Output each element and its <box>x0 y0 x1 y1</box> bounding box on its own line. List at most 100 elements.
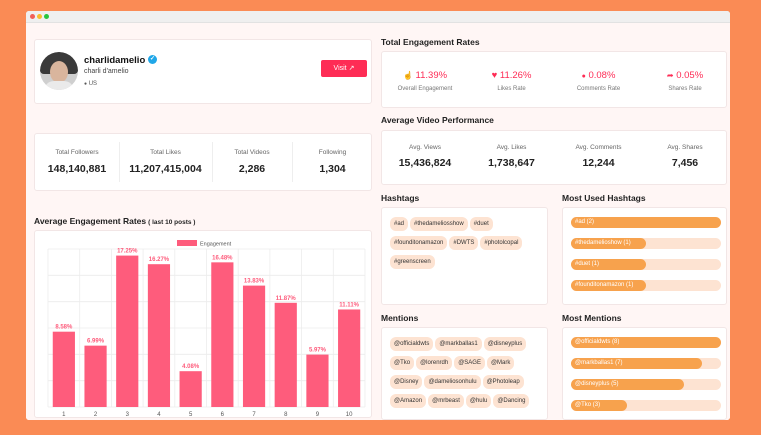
chart-data-label: 4.08% <box>182 364 200 370</box>
rate-label: Shares Rate <box>668 86 702 92</box>
mention-list: @officialdwts @markballas1 @disneyplus @Tko… <box>390 336 541 412</box>
ranking-bar-fill <box>571 217 721 228</box>
avg-views: Avg. Views 15,436,824 <box>382 131 468 184</box>
stat-label: Following <box>318 149 347 156</box>
video-perf-section-title: Average Video Performance <box>381 115 494 125</box>
chart-bar[interactable] <box>84 345 107 407</box>
mention-chip[interactable]: @hulu <box>465 394 492 408</box>
mention-chip[interactable]: @lorenrdh <box>416 356 453 370</box>
hashtag-chip[interactable]: #DWTS <box>449 236 479 250</box>
hashtag-chip[interactable]: #greenscreen <box>390 255 435 269</box>
ranking-bar-fill <box>571 259 646 270</box>
share-icon: ➦ <box>666 71 674 80</box>
mention-chip[interactable]: @markballas1 <box>435 337 482 351</box>
maximize-window-dot[interactable] <box>44 14 49 19</box>
chart-bar[interactable] <box>242 285 266 407</box>
avg-comments: Avg. Comments 12,244 <box>555 131 642 184</box>
engagement-section-title: Total Engagement Rates <box>381 37 480 47</box>
chart-bar[interactable] <box>147 264 171 407</box>
mention-chip[interactable]: @dameliosonhulu <box>424 375 481 389</box>
profile-full-name: charli d'amelio <box>84 68 129 75</box>
comment-icon: ● <box>581 73 586 80</box>
browser-window: charlidamelio ✓ charli d'amelio ● US Vis… <box>26 11 730 420</box>
chart-legend-label: Engagement <box>200 242 232 248</box>
ranking-bar-fill <box>571 400 628 411</box>
stat-label: Avg. Shares <box>667 144 703 151</box>
close-window-dot[interactable] <box>30 14 35 19</box>
chart-subtitle: ( last 10 posts ) <box>148 219 196 226</box>
chart-data-label: 13.83% <box>244 279 265 285</box>
video-performance-card: Avg. Views 15,436,824 Avg. Likes 1,738,6… <box>381 130 727 185</box>
hashtag-chip[interactable]: #ad <box>390 217 409 231</box>
ranking-bar-label: #founditonamazon (1) <box>575 282 634 288</box>
mention-chip[interactable]: @Photoleap <box>482 375 524 389</box>
verified-badge-icon: ✓ <box>148 55 157 64</box>
rate-label: Comments Rate <box>576 86 621 92</box>
mentions-card: @officialdwts @markballas1 @disneyplus @Tko… <box>381 327 548 420</box>
engagement-icon: ☝ <box>402 71 413 80</box>
ranking-bar-row: #thedamelioshow (1) <box>571 238 721 249</box>
engagement-bar-chart: 8.58% 6.99% 17.25% 16.27% 4.08% 16.48% 13.83% 1… <box>47 240 366 418</box>
chart-bar[interactable] <box>306 354 329 407</box>
mention-chip[interactable]: @Tko <box>390 356 415 370</box>
rate-value: 0.05% <box>676 70 704 81</box>
stat-label: Avg. Likes <box>496 144 527 151</box>
mention-chip[interactable]: @officialdwts <box>390 337 434 351</box>
chart-x-tick-label: 2 <box>94 412 98 418</box>
mention-chip[interactable]: @Dancing <box>493 394 530 408</box>
hashtag-chip[interactable]: #founditonamazon <box>390 236 448 250</box>
mention-chip[interactable]: @Amazon <box>390 394 427 408</box>
chart-bar[interactable] <box>211 262 234 407</box>
chart-bar[interactable] <box>338 309 361 407</box>
hashtags-section-title: Hashtags <box>381 193 420 203</box>
ranking-bar-label: @Tko (3) <box>575 402 601 408</box>
ranking-bar-row: @markballas1 (7) <box>571 358 721 369</box>
rate-value: 11.26% <box>499 70 532 81</box>
dashboard: charlidamelio ✓ charli d'amelio ● US Vis… <box>26 23 730 420</box>
rate-likes: ♥ 11.26% Likes Rate <box>468 52 555 107</box>
hashtag-chip[interactable]: #photolcopal <box>480 236 523 250</box>
minimize-window-dot[interactable] <box>37 14 42 19</box>
ranking-bar-label: @officialdwts (8) <box>575 339 620 345</box>
avg-shares: Avg. Shares 7,456 <box>642 131 728 184</box>
hashtag-chip[interactable]: #thedameliosshow <box>410 217 468 231</box>
chart-bar[interactable] <box>116 255 139 407</box>
rate-comments: ● 0.08% Comments Rate <box>555 52 642 107</box>
stat-value: 1,304 <box>319 163 346 175</box>
visit-button[interactable]: Visit ↗ <box>321 60 367 77</box>
ranking-bar-fill <box>571 337 721 348</box>
chart-data-label: 17.25% <box>117 249 138 255</box>
rate-value: 11.39% <box>415 70 448 81</box>
hashtags-card: #ad #thedameliosshow #duet #founditonamazon… <box>381 207 548 305</box>
chart-bar[interactable] <box>274 302 297 407</box>
chart-bar[interactable] <box>179 371 202 407</box>
mention-chip[interactable]: @Mark <box>486 356 515 370</box>
ranking-bar-label: #ad (2) <box>575 219 595 225</box>
stat-value: 2,286 <box>238 163 266 175</box>
chart-section-title: Average Engagement Rates( last 10 posts … <box>34 216 195 226</box>
most-mentions-section-title: Most Mentions <box>562 313 622 323</box>
location-text: US <box>88 81 98 87</box>
mention-chip[interactable]: @disneyplus <box>483 337 527 351</box>
chart-x-tick-label: 5 <box>189 412 193 418</box>
mentions-section-title: Mentions <box>381 313 419 323</box>
chart-x-tick-label: 4 <box>157 412 161 418</box>
stat-value: 148,140,881 <box>47 163 107 175</box>
stat-following: Following 1,304 <box>292 134 373 190</box>
chart-x-tick-label: 6 <box>221 412 225 418</box>
profile-stats-card: Total Followers 148,140,881 Total Likes … <box>34 133 372 191</box>
external-link-icon: ↗ <box>348 65 355 72</box>
ranking-bar-row: #founditonamazon (1) <box>571 280 721 291</box>
avg-likes: Avg. Likes 1,738,647 <box>468 131 555 184</box>
chart-x-tick-label: 7 <box>252 412 256 418</box>
ranking-bar-fill <box>571 379 684 390</box>
mention-chip[interactable]: @mrbeast <box>428 394 464 408</box>
hashtag-chip[interactable]: #duet <box>469 217 493 231</box>
chart-title: Average Engagement Rates <box>34 216 147 226</box>
stat-total-videos: Total Videos 2,286 <box>212 134 292 190</box>
rate-value: 0.08% <box>588 70 616 81</box>
mention-chip[interactable]: @SAGE <box>454 356 485 370</box>
mention-chip[interactable]: @Disney <box>390 375 423 389</box>
chart-bar[interactable] <box>52 331 75 407</box>
ranking-bar-fill <box>571 358 703 369</box>
